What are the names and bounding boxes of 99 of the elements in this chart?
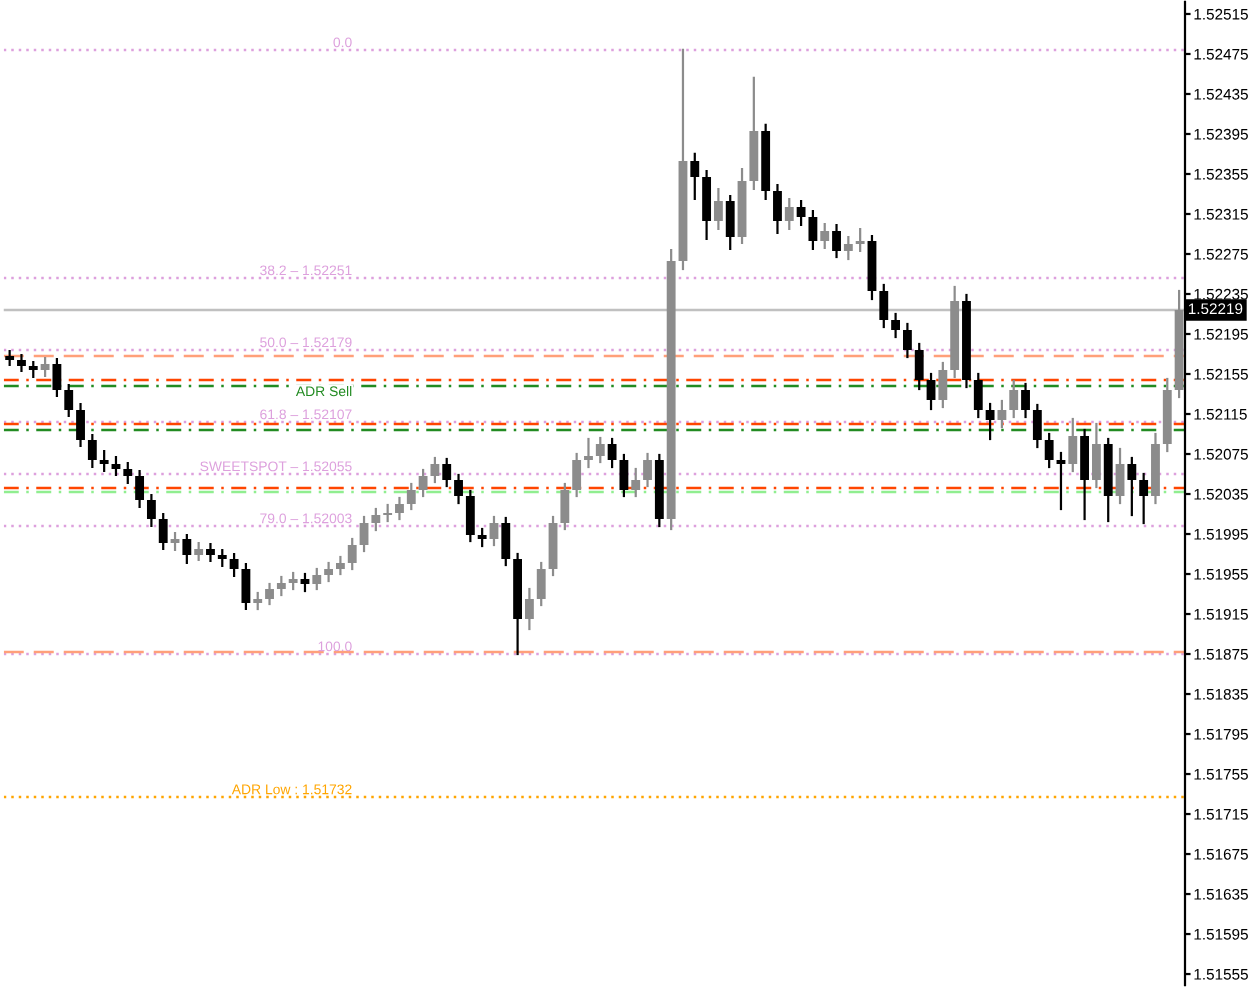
candlestick bbox=[713, 187, 723, 231]
candlestick bbox=[737, 167, 747, 245]
candlestick bbox=[383, 503, 393, 523]
candlestick bbox=[146, 493, 156, 528]
candlestick bbox=[64, 383, 74, 418]
candlestick bbox=[1139, 472, 1149, 525]
candlestick bbox=[1151, 432, 1160, 505]
candlestick bbox=[1021, 382, 1030, 419]
candlestick bbox=[206, 542, 215, 563]
candlestick bbox=[253, 591, 263, 611]
candlestick bbox=[87, 433, 97, 469]
candlestick bbox=[643, 452, 652, 488]
candlestick bbox=[914, 342, 924, 391]
candlestick bbox=[902, 322, 912, 359]
candlestick bbox=[654, 453, 664, 528]
candlestick bbox=[690, 152, 700, 201]
candlestick bbox=[371, 507, 381, 532]
candlestick bbox=[276, 575, 286, 597]
candlestick bbox=[465, 489, 475, 543]
candlestick bbox=[879, 283, 889, 329]
candlestick bbox=[430, 456, 440, 484]
candlestick bbox=[855, 227, 865, 253]
candlestick bbox=[773, 183, 782, 235]
candlestick bbox=[489, 515, 499, 547]
candlestick bbox=[395, 496, 404, 521]
candlestick bbox=[5, 349, 15, 367]
candlestick bbox=[725, 194, 735, 251]
candlestick bbox=[52, 357, 62, 398]
candlestick bbox=[170, 531, 180, 552]
candlestick bbox=[28, 360, 38, 379]
candlestick bbox=[135, 469, 145, 509]
candlestick bbox=[584, 437, 593, 469]
candlestick bbox=[1103, 437, 1113, 523]
candlestick bbox=[820, 222, 830, 250]
candlestick bbox=[749, 76, 759, 191]
candlestick bbox=[300, 572, 310, 593]
candlestick bbox=[182, 533, 192, 565]
candlestick bbox=[595, 436, 605, 464]
candlestick bbox=[784, 197, 794, 231]
candlestick bbox=[40, 356, 50, 378]
candlestick bbox=[312, 567, 322, 591]
candlestick bbox=[123, 461, 133, 485]
candlestick bbox=[99, 449, 109, 473]
candlestick bbox=[418, 468, 428, 498]
candlestick bbox=[1044, 432, 1054, 469]
candlestick bbox=[678, 48, 688, 271]
candlestick bbox=[158, 512, 168, 551]
candlestick bbox=[347, 537, 357, 571]
candlestick bbox=[702, 169, 712, 241]
candlestick bbox=[1032, 403, 1042, 449]
candlestick bbox=[111, 455, 121, 477]
candlestick bbox=[1162, 377, 1172, 453]
candlestick bbox=[796, 199, 806, 227]
candlestick bbox=[1068, 417, 1078, 473]
candlestick bbox=[241, 562, 251, 611]
candlestick bbox=[359, 515, 369, 553]
candlestick bbox=[1091, 422, 1101, 489]
candlestick bbox=[548, 515, 558, 577]
candlestick bbox=[631, 467, 641, 498]
candlestick bbox=[524, 587, 534, 631]
candlestick bbox=[217, 548, 227, 568]
candlestick bbox=[619, 453, 629, 498]
candlestick bbox=[1115, 447, 1125, 505]
candlestick bbox=[843, 235, 853, 261]
candlestick bbox=[477, 527, 487, 548]
candlestick bbox=[973, 372, 983, 419]
candlestick bbox=[572, 452, 582, 498]
candlestick bbox=[288, 571, 298, 591]
candlestick bbox=[513, 552, 523, 656]
candlestick bbox=[1009, 379, 1019, 419]
candlestick bbox=[454, 473, 463, 505]
candlestick bbox=[194, 541, 204, 562]
candlestick bbox=[1127, 456, 1137, 517]
candlestick bbox=[808, 209, 818, 251]
candlestick bbox=[761, 123, 771, 201]
candlestick bbox=[607, 437, 617, 469]
candlestick bbox=[867, 234, 877, 301]
candlestick bbox=[324, 561, 334, 583]
candlestick bbox=[832, 223, 841, 259]
candlestick bbox=[926, 372, 936, 411]
candlestick bbox=[997, 399, 1007, 429]
candlestick bbox=[229, 552, 239, 578]
candlestick bbox=[442, 457, 452, 488]
candlestick bbox=[536, 561, 546, 607]
candlestick bbox=[938, 361, 948, 409]
candlestick bbox=[265, 582, 274, 606]
candlestick bbox=[666, 248, 676, 531]
candlestick bbox=[962, 293, 971, 389]
candlestick bbox=[17, 353, 26, 373]
candlestick bbox=[891, 312, 901, 339]
candlestick bbox=[985, 402, 995, 441]
candlestick bbox=[501, 516, 511, 567]
candlestick bbox=[950, 285, 960, 379]
candlestick bbox=[76, 402, 85, 448]
candlestick bbox=[335, 555, 345, 576]
candlestick bbox=[560, 482, 570, 531]
candlestick bbox=[1056, 451, 1066, 511]
candlestick bbox=[1080, 428, 1090, 521]
candlestick bbox=[406, 482, 416, 511]
